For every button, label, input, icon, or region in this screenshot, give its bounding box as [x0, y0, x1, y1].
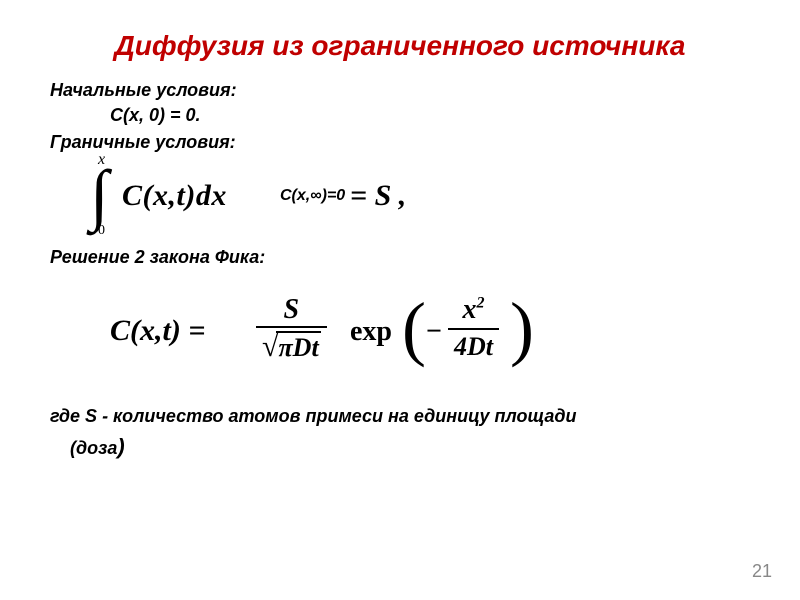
minus-sign: − [426, 316, 442, 348]
page-number: 21 [752, 561, 772, 582]
solution-label: Решение 2 закона Фика: [50, 247, 750, 268]
integral-equation: x ∫ 0 C(x,t)dx C(x,∞)=0 = S , [90, 161, 750, 241]
slide-title: Диффузия из ограниченного источника [50, 30, 750, 62]
footer-description: где S - количество атомов примеси на еди… [50, 403, 750, 463]
eq2-frac2-den: 4Dt [448, 328, 499, 362]
footer-paren: ) [117, 434, 124, 459]
eq2-frac1-num: S [256, 294, 327, 326]
footer-line-1: где S - количество атомов примеси на еди… [50, 406, 576, 426]
eq2-frac1-den: √ πDt [256, 326, 327, 364]
integral-lower-limit: 0 [98, 223, 105, 239]
eq2-fraction-1: S √ πDt [256, 294, 327, 364]
paren-right-icon: ) [510, 292, 534, 364]
eq2-frac2-num: x2 [448, 294, 499, 328]
footer-line-2: (доза [70, 438, 117, 458]
solution-equation: C(x,t) = S √ πDt exp ( − x2 4Dt ) [110, 286, 750, 381]
boundary-conditions-label: Граничные условия: [50, 132, 750, 153]
exp-text: exp [350, 316, 392, 348]
integrand: C(x,t)dx [122, 179, 227, 213]
eq2-fraction-2: x2 4Dt [448, 294, 499, 362]
initial-conditions-eq: C(x, 0) = 0. [110, 105, 750, 126]
integral-result: = S , [350, 179, 406, 213]
boundary-overlay: C(x,∞)=0 [280, 187, 345, 205]
initial-conditions-label: Начальные условия: [50, 80, 750, 101]
dt-symbol: Dt [293, 333, 319, 362]
eq2-lhs: C(x,t) = [110, 314, 205, 348]
paren-left-icon: ( [402, 292, 426, 364]
pi-symbol: π [278, 333, 292, 362]
